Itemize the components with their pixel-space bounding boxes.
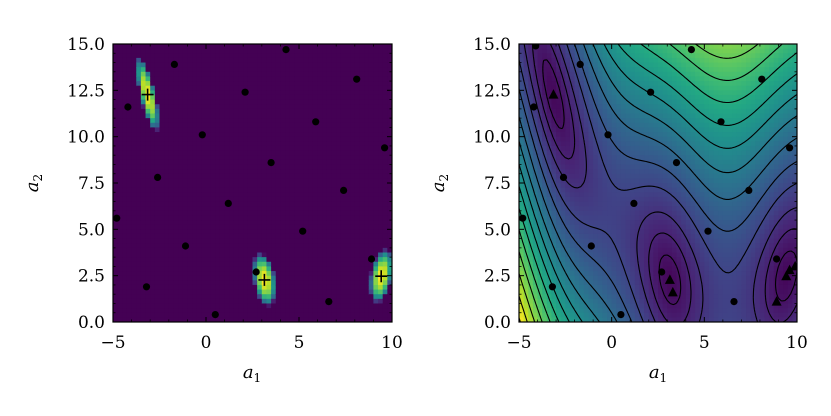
sample-point (630, 199, 638, 207)
y-tick-label: 10.0 (473, 128, 511, 148)
contour-line (519, 44, 783, 322)
sample-point (576, 60, 584, 68)
sample-point (758, 75, 766, 83)
minimum-marker (664, 274, 675, 284)
sample-point (198, 131, 206, 139)
contour-line (519, 273, 536, 322)
sample-point (647, 88, 655, 96)
x-tick-label: 5 (294, 333, 305, 353)
sample-point (340, 186, 348, 194)
x-tick-label: 10 (381, 333, 403, 353)
chart-panel-left: −5 0 5 10 0.0 2.5 5.0 7.5 10.0 12.5 15.0 a1 a2 (22, 35, 403, 385)
sample-point (224, 199, 232, 207)
sample-point (658, 268, 666, 276)
sample-point (704, 227, 712, 235)
sample-point (241, 88, 249, 96)
sample-point (299, 227, 307, 235)
y-tick-label: 12.5 (473, 81, 511, 101)
y-axis-label-left: a2 (22, 174, 45, 192)
sample-point (587, 242, 595, 250)
sample-point (325, 298, 333, 306)
y-tick-label: 0.0 (484, 313, 511, 333)
sample-point (142, 283, 151, 291)
sample-point (113, 214, 121, 222)
sample-point (312, 118, 320, 126)
contour-line (519, 44, 797, 322)
contour-line (519, 44, 797, 322)
contour-line (531, 44, 797, 322)
sample-point (730, 298, 738, 306)
sample-point (252, 268, 260, 276)
sample-point (519, 214, 527, 222)
x-tick-label: −5 (100, 333, 125, 353)
contour-line (542, 59, 797, 306)
y-tick-label: 12.5 (67, 81, 105, 101)
contour-line (519, 44, 759, 322)
minimum-marker (790, 260, 797, 271)
sample-point (559, 173, 568, 181)
sample-point (211, 311, 219, 319)
minimum-marker (258, 273, 271, 286)
minimum-marker (784, 264, 795, 275)
sample-point (170, 60, 178, 68)
minimum-marker (781, 270, 792, 281)
sample-point (530, 103, 538, 111)
y-tick-label: 5.0 (484, 220, 511, 240)
sample-point (532, 44, 540, 50)
heatmap-left (113, 44, 392, 322)
sample-point (687, 46, 696, 54)
contour-line (519, 44, 797, 322)
y-tick-label: 5.0 (78, 220, 105, 240)
minimum-marker (771, 296, 782, 306)
sample-point (717, 118, 725, 126)
ticks-right: −5 0 5 10 0.0 2.5 5.0 7.5 10.0 12.5 15.0 (473, 35, 808, 353)
contour-lines-right (519, 44, 797, 322)
y-axis-label-right: a2 (428, 174, 451, 192)
x-axis-label-left: a1 (243, 362, 261, 385)
sample-point (672, 159, 681, 167)
minimum-marker (548, 89, 559, 99)
sample-point (617, 311, 625, 319)
chart-panel-right: −5 0 5 10 0.0 2.5 5.0 7.5 10.0 12.5 15.0 a1 a2 (428, 35, 808, 385)
markers-right (519, 44, 797, 319)
sample-point (282, 46, 290, 54)
sample-point (267, 159, 275, 167)
sample-point (773, 255, 781, 263)
sample-point (124, 103, 132, 111)
sample-point (367, 255, 376, 263)
y-tick-label: 7.5 (78, 174, 105, 194)
sample-point (604, 131, 612, 139)
x-tick-label: 0 (201, 333, 212, 353)
y-tick-label: 10.0 (67, 128, 105, 148)
x-tick-label: 0 (606, 333, 617, 353)
minimum-marker (375, 270, 388, 283)
sample-point (745, 186, 753, 194)
sample-point (353, 75, 361, 83)
sample-point (181, 242, 190, 250)
y-tick-label: 15.0 (67, 35, 105, 55)
x-tick-label: −5 (506, 333, 531, 353)
x-tick-label: 10 (786, 333, 808, 353)
minimum-marker (667, 286, 678, 297)
contour-line (519, 44, 797, 322)
x-axis-label-right: a1 (649, 362, 667, 385)
y-tick-label: 15.0 (473, 35, 511, 55)
y-tick-label: 0.0 (78, 313, 105, 333)
ticks-left: −5 0 5 10 0.0 2.5 5.0 7.5 10.0 12.5 15.0 (67, 35, 403, 353)
sample-point (381, 144, 389, 152)
x-tick-label: 5 (699, 333, 710, 353)
markers-left (113, 46, 389, 319)
y-tick-label: 7.5 (484, 174, 511, 194)
sample-point (154, 173, 162, 181)
sample-point (548, 283, 557, 291)
sample-point (786, 144, 794, 152)
heatmap-right (519, 44, 797, 322)
contour-line (519, 44, 797, 322)
y-tick-label: 2.5 (484, 267, 511, 287)
y-tick-label: 2.5 (78, 267, 105, 287)
minimum-marker (141, 88, 154, 101)
